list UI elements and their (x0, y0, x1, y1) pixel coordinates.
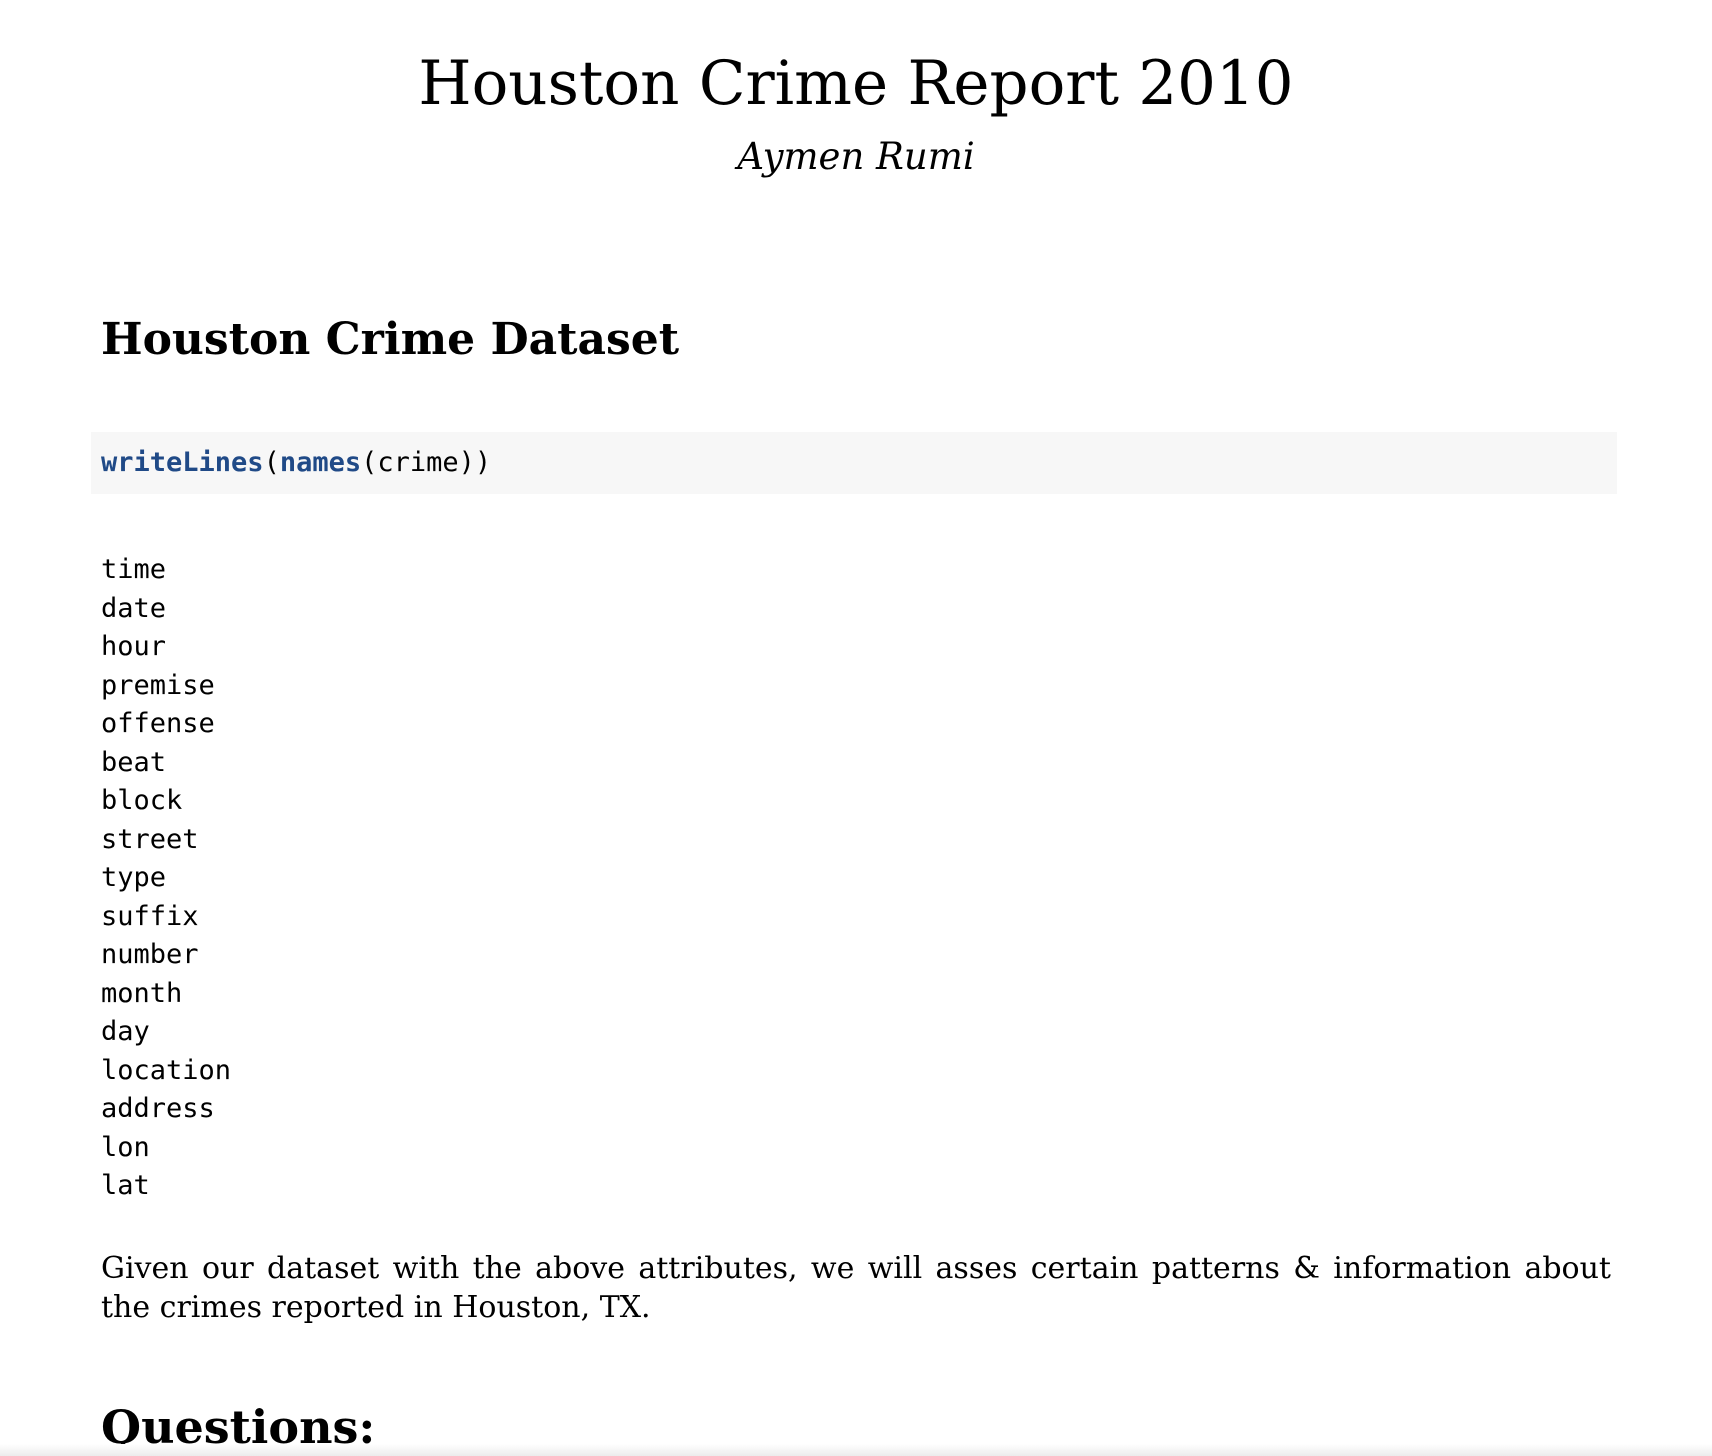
code-line: writeLines(names(crime)) (101, 446, 491, 480)
code-block: writeLines(names(crime)) (91, 432, 1617, 494)
output-line: beat (101, 746, 167, 778)
output-line: address (101, 1093, 215, 1124)
output-line: hour (101, 631, 167, 662)
output-line: lat (101, 1170, 150, 1201)
section-heading-dataset: Houston Crime Dataset (101, 314, 680, 365)
description-paragraph: Given our dataset with the above attribu… (101, 1251, 1611, 1325)
code-function-names: names (279, 447, 362, 478)
document-author: Aymen Rumi (737, 135, 975, 178)
output-line: block (101, 785, 183, 816)
output-line: day (101, 1016, 150, 1047)
output-line: street (101, 823, 199, 855)
output-line: offense (101, 708, 215, 739)
output-line: month (101, 977, 183, 1009)
output-line: time (101, 554, 167, 585)
code-argument: (crime)) (361, 447, 492, 478)
output-line: location (101, 1054, 232, 1086)
document-title: Houston Crime Report 2010 (418, 48, 1294, 119)
page-bottom-edge (0, 1444, 1712, 1456)
code-output: time date hour premise offense beat bloc… (101, 551, 231, 1206)
code-paren: ( (263, 447, 280, 478)
output-line: premise (101, 669, 215, 701)
output-line: number (101, 939, 199, 970)
output-line: lon (101, 1131, 150, 1163)
output-line: suffix (101, 900, 199, 932)
output-line: type (101, 862, 167, 893)
code-function-writelines: writeLines (101, 447, 264, 478)
output-line: date (101, 592, 167, 624)
